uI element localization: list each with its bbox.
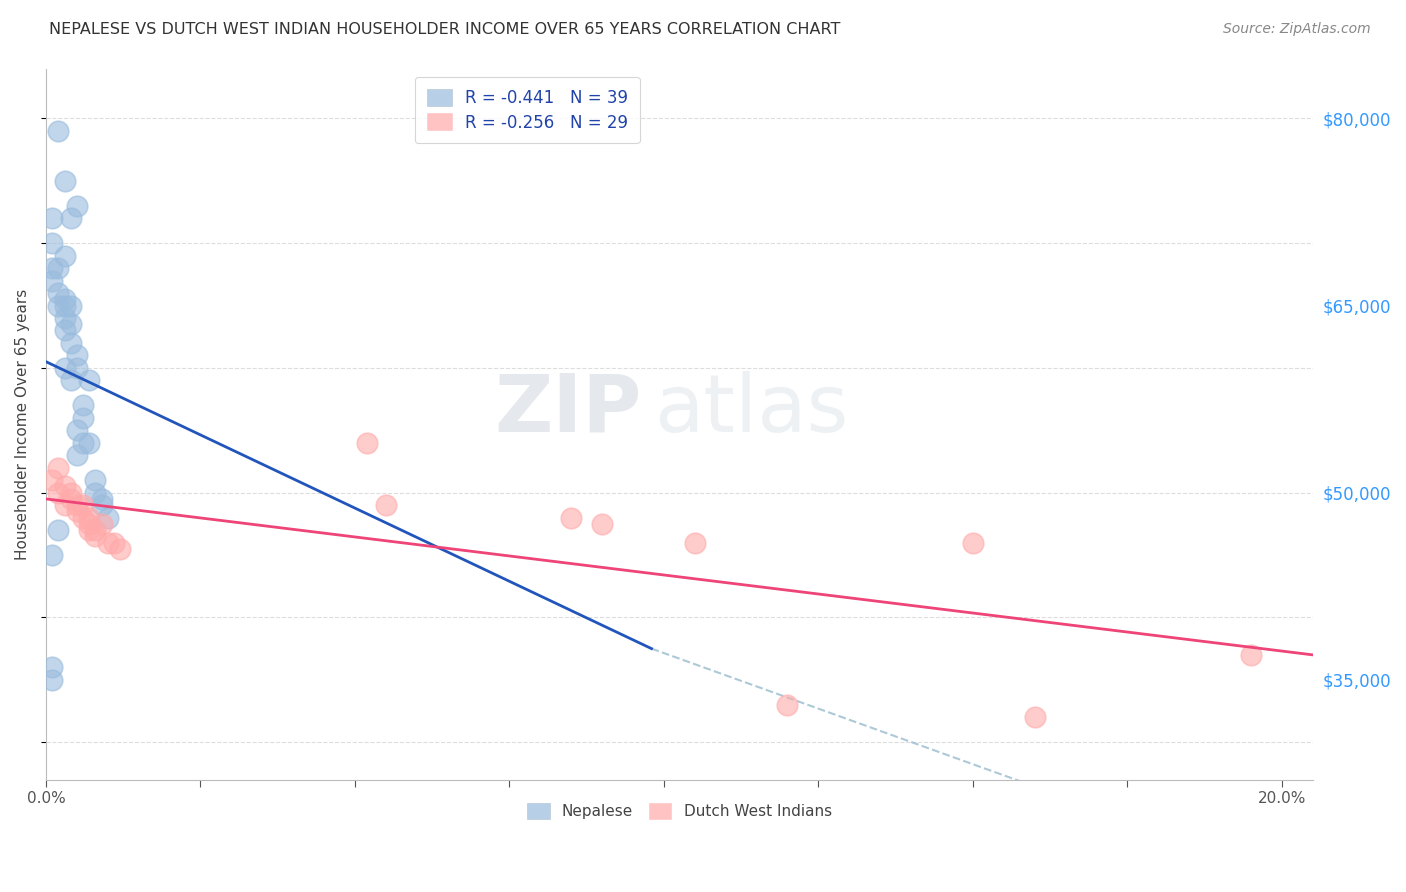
Point — [66, 504, 89, 518]
Point — [1240, 648, 1263, 662]
Point — [90, 516, 112, 531]
Point — [97, 535, 120, 549]
Point — [41, 274, 63, 288]
Point — [72, 510, 94, 524]
Point — [84, 485, 107, 500]
Point — [46, 523, 69, 537]
Point — [560, 510, 582, 524]
Point — [72, 410, 94, 425]
Point — [66, 448, 89, 462]
Point — [53, 360, 76, 375]
Point — [72, 498, 94, 512]
Point — [46, 261, 69, 276]
Point — [53, 174, 76, 188]
Point — [53, 311, 76, 326]
Point — [66, 360, 89, 375]
Point — [962, 535, 984, 549]
Point — [41, 660, 63, 674]
Point — [46, 286, 69, 301]
Point — [41, 211, 63, 226]
Point — [776, 698, 799, 712]
Point — [46, 124, 69, 138]
Point — [66, 423, 89, 437]
Point — [77, 510, 100, 524]
Point — [72, 398, 94, 412]
Point — [84, 473, 107, 487]
Point — [41, 673, 63, 687]
Point — [108, 541, 131, 556]
Point — [59, 373, 82, 387]
Point — [66, 348, 89, 362]
Point — [59, 336, 82, 351]
Point — [77, 523, 100, 537]
Point — [46, 460, 69, 475]
Point — [356, 435, 378, 450]
Point — [591, 516, 613, 531]
Point — [53, 299, 76, 313]
Point — [41, 261, 63, 276]
Y-axis label: Householder Income Over 65 years: Householder Income Over 65 years — [15, 288, 30, 559]
Point — [103, 535, 125, 549]
Text: NEPALESE VS DUTCH WEST INDIAN HOUSEHOLDER INCOME OVER 65 YEARS CORRELATION CHART: NEPALESE VS DUTCH WEST INDIAN HOUSEHOLDE… — [49, 22, 841, 37]
Point — [1024, 710, 1046, 724]
Text: atlas: atlas — [654, 371, 848, 449]
Point — [41, 473, 63, 487]
Point — [46, 485, 69, 500]
Point — [53, 479, 76, 493]
Point — [53, 293, 76, 307]
Point — [683, 535, 706, 549]
Point — [72, 435, 94, 450]
Point — [90, 491, 112, 506]
Point — [77, 435, 100, 450]
Point — [59, 318, 82, 332]
Point — [90, 498, 112, 512]
Point — [59, 299, 82, 313]
Point — [66, 498, 89, 512]
Point — [41, 236, 63, 251]
Point — [59, 211, 82, 226]
Point — [84, 523, 107, 537]
Point — [53, 249, 76, 263]
Point — [46, 299, 69, 313]
Point — [59, 491, 82, 506]
Text: Source: ZipAtlas.com: Source: ZipAtlas.com — [1223, 22, 1371, 37]
Point — [53, 498, 76, 512]
Point — [66, 199, 89, 213]
Text: ZIP: ZIP — [494, 371, 641, 449]
Legend: Nepalese, Dutch West Indians: Nepalese, Dutch West Indians — [520, 797, 838, 825]
Point — [77, 373, 100, 387]
Point — [41, 548, 63, 562]
Point — [97, 510, 120, 524]
Point — [374, 498, 396, 512]
Point — [59, 485, 82, 500]
Point — [84, 529, 107, 543]
Point — [77, 516, 100, 531]
Point — [53, 324, 76, 338]
